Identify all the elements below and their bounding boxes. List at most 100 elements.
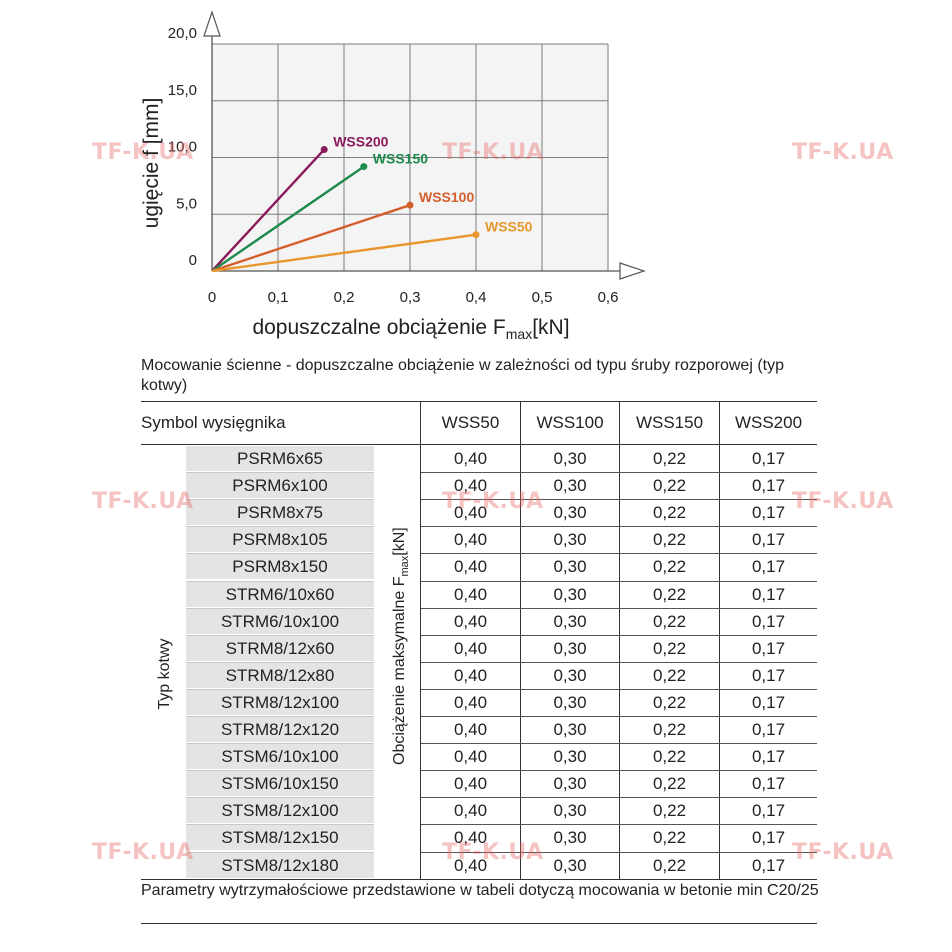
value-cell: 0,30: [553, 503, 587, 523]
row-separator: [186, 851, 374, 853]
x-tick-label: 0,2: [334, 289, 355, 306]
chart-grid: [211, 43, 609, 272]
series-label-wss100: WSS100: [419, 189, 474, 205]
anchor-cell: STRM8/12x120: [186, 717, 374, 742]
row-separator: [186, 743, 374, 745]
anchor-cell: PSRM8x150: [186, 554, 374, 580]
x-axis-label-unit: [kN]: [532, 316, 569, 339]
value-cell: 0,17: [751, 828, 786, 848]
series-point-wss200: [320, 146, 328, 154]
value-cell: 0,30: [553, 855, 587, 875]
value-cell: 0,22: [652, 611, 687, 631]
anchor-cell: STRM8/12x80: [186, 662, 374, 688]
table-top-border: [141, 401, 817, 402]
value-cell: 0,30: [553, 530, 587, 550]
row-separator: [186, 661, 374, 663]
value-cell: 0,40: [453, 611, 488, 631]
max-load-label-unit: [kN]: [391, 527, 408, 556]
y-tick-label: 5,0: [176, 195, 197, 212]
x-tick-label: 0,4: [466, 289, 487, 306]
value-cell: 0,22: [652, 530, 687, 550]
anchor-cell: PSRM8x105: [186, 527, 374, 553]
x-axis-label: dopuszczalne obciążenie Fmax[kN]: [252, 316, 569, 342]
anchor-cell: STSM8/12x150: [186, 825, 374, 851]
value-cell: 0,30: [553, 665, 587, 685]
value-cell: 0,30: [553, 720, 587, 739]
footnote-bottom-border: [141, 923, 817, 924]
value-cell: 0,30: [553, 828, 587, 848]
series-line-wss200: [211, 148, 326, 272]
value-cell: 0,40: [453, 584, 488, 604]
value-cell: 0,22: [652, 449, 687, 468]
x-tick-label: 0,1: [268, 289, 289, 306]
value-cell: 0,17: [751, 476, 786, 496]
value-cell: 0,17: [751, 801, 786, 821]
value-cell: 0,22: [652, 557, 687, 577]
x-axis-arrow: [619, 262, 646, 280]
row-separator: [421, 688, 817, 690]
watermark: TF-K.UA: [92, 840, 194, 865]
value-cell: 0,22: [652, 855, 687, 875]
row-separator: [421, 824, 817, 826]
value-cell: 0,17: [751, 584, 786, 604]
row-separator: [186, 553, 374, 555]
row-separator: [421, 607, 817, 609]
row-separator: [186, 688, 374, 690]
anchor-cell: PSRM8x75: [186, 500, 374, 526]
value-cell: 0,22: [652, 476, 687, 496]
value-cell: 0,40: [453, 665, 488, 685]
value-cell: 0,40: [453, 720, 488, 739]
value-cell: 0,40: [453, 530, 488, 550]
value-cell: 0,40: [453, 855, 488, 875]
series-point-wss50: [472, 231, 480, 239]
anchor-cell: STSM6/10x150: [186, 771, 374, 797]
column-header-wss150: WSS150: [635, 413, 704, 432]
row-separator: [186, 824, 374, 826]
row-separator: [186, 472, 374, 474]
value-cell: 0,30: [553, 692, 587, 712]
x-axis-label-main: dopuszczalne obciążenie F: [252, 316, 505, 339]
value-cell: 0,17: [751, 692, 786, 712]
row-separator: [421, 553, 817, 555]
value-cell: 0,17: [751, 638, 786, 658]
value-cell: 0,22: [652, 774, 687, 794]
value-cell: 0,30: [553, 611, 587, 631]
col-divider: [619, 402, 620, 879]
value-cell: 0,22: [652, 584, 687, 604]
value-cell: 0,17: [751, 449, 786, 468]
y-tick-label: 20,0: [168, 25, 197, 42]
value-cell: 0,40: [453, 503, 488, 523]
anchor-cell: STSM6/10x100: [186, 744, 374, 770]
row-separator: [186, 580, 374, 582]
row-separator: [421, 851, 817, 853]
y-tick-label: 15,0: [168, 82, 197, 99]
series-line-wss50: [211, 233, 477, 273]
anchor-cell: STRM8/12x60: [186, 635, 374, 661]
series-line-wss100: [211, 204, 411, 273]
x-tick-label: 0,5: [532, 289, 553, 306]
watermark: TF-K.UA: [92, 489, 194, 514]
value-cell: 0,17: [751, 747, 786, 767]
value-cell: 0,40: [453, 828, 488, 848]
value-cell: 0,30: [553, 449, 587, 468]
table-bottom-border: [141, 879, 817, 880]
x-tick-label: 0,3: [400, 289, 421, 306]
max-load-label-sub: max: [399, 555, 412, 577]
value-cell: 0,30: [553, 774, 587, 794]
row-separator: [421, 661, 817, 663]
value-cell: 0,17: [751, 557, 786, 577]
y-tick-label: 10,0: [168, 139, 197, 156]
value-cell: 0,40: [453, 692, 488, 712]
row-separator: [421, 526, 817, 528]
value-cell: 0,40: [453, 449, 488, 468]
x-tick-labels: 0 0,1 0,2 0,3 0,4 0,5 0,6: [208, 289, 619, 306]
series-label-wss50: WSS50: [485, 219, 533, 235]
value-cell: 0,30: [553, 557, 587, 577]
row-separator: [186, 499, 374, 501]
value-cell: 0,22: [652, 503, 687, 523]
column-header-wss100: WSS100: [536, 413, 604, 432]
row-separator: [186, 634, 374, 636]
row-separator: [186, 770, 374, 772]
row-separator: [186, 797, 374, 799]
